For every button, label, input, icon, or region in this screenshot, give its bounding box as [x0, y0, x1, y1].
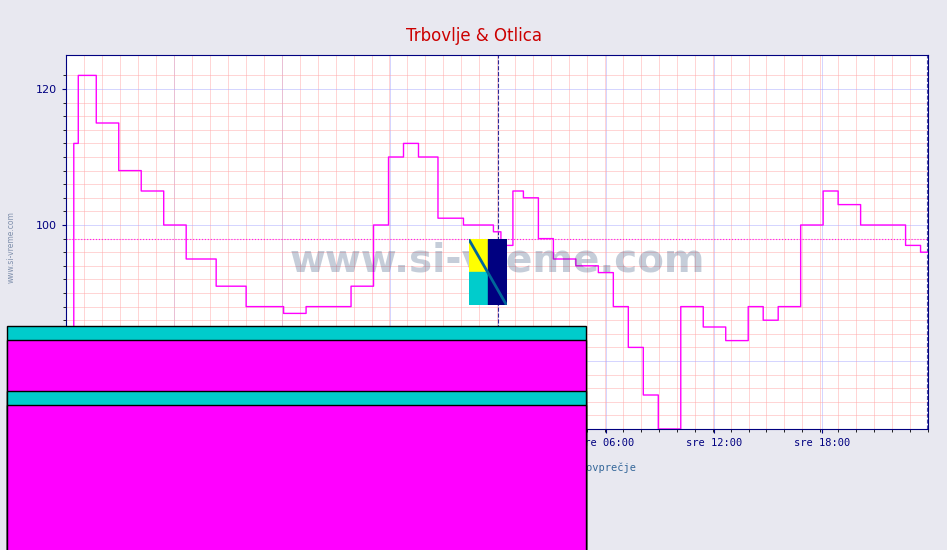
Text: navpična črta - razdelek 24 ur: navpična črta - razdelek 24 ur: [380, 474, 567, 484]
Text: www.si-vreme.com: www.si-vreme.com: [7, 212, 16, 283]
Text: -nan: -nan: [28, 497, 52, 507]
Text: www.si-vreme.com: www.si-vreme.com: [290, 241, 705, 280]
Text: Meritve: povprečne  Enote: metrične  Črta: povprečje: Meritve: povprečne Enote: metrične Črta:…: [311, 461, 636, 474]
Text: ZGODOVINSKE IN TRENUTNE VREDNOSTI: ZGODOVINSKE IN TRENUTNE VREDNOSTI: [19, 530, 213, 540]
Text: O3[ppm]: O3[ppm]: [306, 510, 347, 520]
Text: ZGODOVINSKE IN TRENUTNE VREDNOSTI: ZGODOVINSKE IN TRENUTNE VREDNOSTI: [19, 465, 213, 475]
Text: min.:: min.:: [95, 481, 124, 491]
Text: maks.:: maks.:: [227, 481, 262, 491]
Bar: [488, 239, 507, 305]
Text: sedaj:: sedaj:: [28, 546, 63, 550]
Text: Otlica: Otlica: [294, 546, 329, 550]
Text: -nan: -nan: [95, 497, 118, 507]
Text: -nan: -nan: [227, 497, 251, 507]
Text: -nan: -nan: [161, 497, 185, 507]
Text: Trbovlje & Otlica: Trbovlje & Otlica: [405, 27, 542, 45]
Text: povpr.:: povpr.:: [161, 546, 202, 550]
Text: maks.:: maks.:: [227, 546, 262, 550]
Text: povpr.:: povpr.:: [161, 481, 202, 491]
Text: sedaj:: sedaj:: [28, 481, 63, 491]
Text: -nan: -nan: [95, 510, 118, 520]
Text: Slovenija / kakovost zraka,: Slovenija / kakovost zraka,: [389, 437, 558, 447]
Bar: [469, 272, 488, 305]
Text: Trbovlje: Trbovlje: [294, 481, 341, 492]
Text: -nan: -nan: [227, 510, 251, 520]
Text: -nan: -nan: [28, 510, 52, 520]
Bar: [469, 239, 488, 272]
Text: CO[ppm]: CO[ppm]: [306, 497, 347, 507]
Text: min.:: min.:: [95, 546, 124, 550]
Text: -nan: -nan: [161, 510, 185, 520]
Text: zadnja dva dni / 5 minut.: zadnja dva dni / 5 minut.: [396, 449, 551, 459]
